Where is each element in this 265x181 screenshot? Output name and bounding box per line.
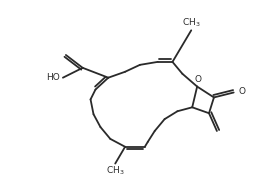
- Text: O: O: [238, 87, 246, 96]
- Text: CH$_3$: CH$_3$: [106, 165, 125, 177]
- Text: CH$_3$: CH$_3$: [182, 17, 201, 29]
- Text: O: O: [195, 75, 202, 84]
- Text: HO: HO: [46, 73, 60, 82]
